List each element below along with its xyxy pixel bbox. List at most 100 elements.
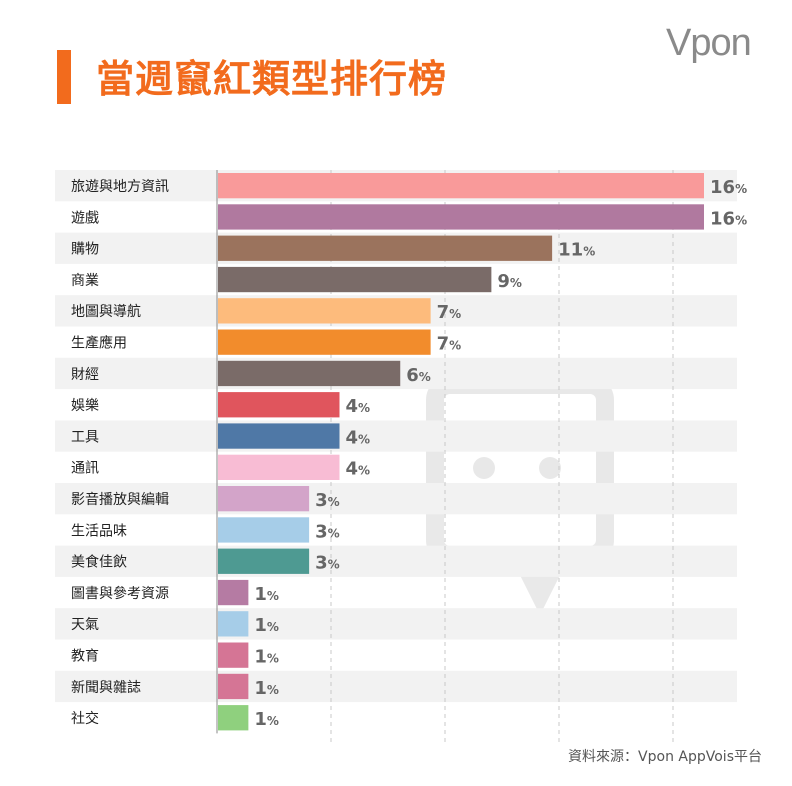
value-unit: % [510, 276, 522, 290]
category-label: 圖書與參考資源 [71, 586, 169, 602]
bar [218, 486, 310, 512]
value-label: 4% [346, 427, 371, 448]
bar [218, 204, 704, 230]
value-unit: % [449, 339, 461, 353]
value-unit: % [328, 526, 340, 540]
bar [218, 454, 340, 480]
category-label: 美食佳飲 [71, 554, 127, 571]
value-label: 3% [315, 553, 340, 574]
value-label: 4% [346, 459, 371, 480]
value-number: 1 [254, 584, 267, 605]
value-label: 3% [315, 521, 340, 542]
bar [218, 548, 310, 574]
category-label: 地圖與導航 [71, 304, 141, 320]
title-accent-bar [57, 50, 71, 104]
value-number: 7 [437, 334, 450, 355]
value-label: 16% [710, 208, 747, 229]
value-number: 9 [497, 271, 510, 292]
bar [218, 266, 492, 293]
value-number: 7 [437, 302, 450, 323]
value-label: 7% [437, 302, 462, 323]
value-unit: % [735, 213, 747, 227]
value-unit: % [267, 589, 279, 603]
value-unit: % [328, 558, 340, 572]
category-label: 生產應用 [71, 335, 127, 352]
value-unit: % [267, 683, 279, 697]
value-unit: % [358, 401, 370, 415]
value-unit: % [267, 652, 279, 666]
value-unit: % [358, 432, 370, 446]
bar [218, 329, 431, 355]
bar [218, 673, 249, 700]
value-label: 6% [406, 365, 431, 386]
category-label: 影音播放與編輯 [71, 491, 169, 508]
category-label: 工具 [71, 429, 99, 445]
value-label: 16% [710, 177, 747, 198]
source-note: 資料來源：Vpon AppVois平台 [568, 749, 762, 765]
value-number: 6 [406, 365, 419, 386]
bar [218, 611, 249, 637]
value-number: 1 [254, 647, 267, 668]
bar [218, 360, 401, 387]
value-label: 1% [254, 647, 279, 668]
value-number: 16 [710, 177, 735, 198]
bar [218, 173, 704, 199]
category-label: 新聞與雜誌 [71, 680, 141, 696]
value-label: 4% [346, 396, 371, 417]
page-title: 當週竄紅類型排行榜 [96, 57, 448, 101]
row-band [55, 483, 737, 515]
row-band [55, 545, 737, 577]
value-number: 4 [346, 427, 359, 448]
value-number: 3 [315, 553, 328, 574]
category-label: 購物 [71, 242, 99, 258]
bar [218, 298, 431, 324]
bar [218, 392, 340, 418]
row-band [55, 608, 737, 640]
bar [218, 579, 249, 606]
value-label: 1% [254, 584, 279, 605]
value-label: 3% [315, 490, 340, 511]
value-number: 4 [346, 459, 359, 480]
value-unit: % [449, 307, 461, 321]
bar [218, 517, 310, 543]
value-number: 3 [315, 521, 328, 542]
value-number: 1 [254, 709, 267, 730]
category-label: 娛樂 [71, 397, 99, 414]
value-number: 1 [254, 615, 267, 636]
category-label: 財經 [71, 367, 99, 383]
value-label: 1% [254, 678, 279, 699]
row-band [55, 670, 737, 703]
value-number: 3 [315, 490, 328, 511]
value-label: 1% [254, 709, 279, 730]
category-label: 天氣 [71, 617, 99, 633]
value-unit: % [267, 714, 279, 728]
value-number: 4 [346, 396, 359, 417]
value-number: 16 [710, 208, 735, 229]
bar [218, 705, 249, 731]
category-label: 教育 [71, 649, 99, 665]
category-label: 商業 [71, 273, 99, 289]
category-label: 通訊 [71, 461, 99, 477]
value-number: 1 [254, 678, 267, 699]
category-label: 旅遊與地方資訊 [71, 179, 169, 195]
value-number: 11 [558, 240, 583, 261]
category-label: 遊戲 [71, 210, 99, 226]
bar [218, 642, 249, 668]
category-label: 生活品味 [71, 523, 127, 539]
value-label: 7% [437, 334, 462, 355]
bar [218, 235, 553, 261]
value-label: 11% [558, 240, 595, 261]
vpon-logo: Vpon [666, 22, 752, 64]
value-unit: % [419, 370, 431, 384]
value-unit: % [583, 245, 595, 259]
row-band [55, 420, 737, 452]
value-unit: % [358, 464, 370, 478]
bar [218, 423, 340, 449]
value-unit: % [267, 620, 279, 634]
value-unit: % [735, 182, 747, 196]
value-label: 1% [254, 615, 279, 636]
value-unit: % [328, 495, 340, 509]
value-label: 9% [497, 271, 522, 292]
